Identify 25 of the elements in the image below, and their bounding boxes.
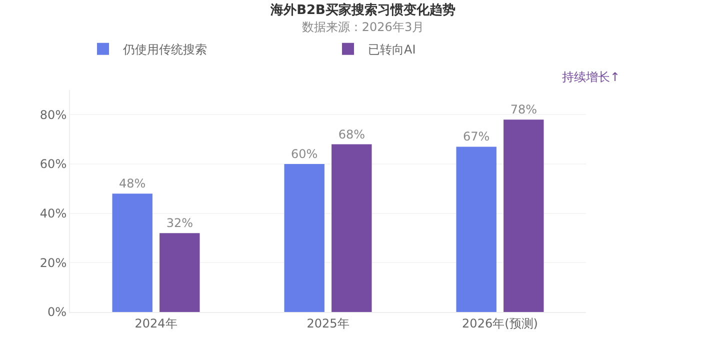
bar xyxy=(112,194,152,312)
chart-title: 海外B2B买家搜索习惯变化趋势 xyxy=(270,2,456,18)
data-label: 78% xyxy=(510,102,537,117)
bar xyxy=(284,164,324,312)
data-label: 32% xyxy=(166,216,193,230)
data-label: 60% xyxy=(291,147,318,161)
data-label: 48% xyxy=(119,176,146,191)
legend-label: 已转向AI xyxy=(368,42,416,57)
legend-label: 仍使用传统搜索 xyxy=(122,42,207,57)
bar xyxy=(332,144,372,312)
x-tick-label: 2025年 xyxy=(306,316,350,330)
y-tick-label: 80% xyxy=(40,108,67,122)
bar xyxy=(504,120,544,312)
y-tick-label: 60% xyxy=(40,157,67,172)
y-tick-label: 20% xyxy=(40,256,67,270)
y-tick-label: 40% xyxy=(40,206,67,221)
x-tick-label: 2024年 xyxy=(134,316,178,330)
bar xyxy=(456,146,496,312)
text: 持续增长↑ xyxy=(562,70,620,84)
data-label: 67% xyxy=(463,130,490,144)
y-tick-label: 0% xyxy=(48,305,67,320)
bar xyxy=(160,233,200,312)
chart-subtitle: 数据来源：2026年3月 xyxy=(302,20,424,34)
data-label: 68% xyxy=(338,127,365,142)
x-tick-label: 2026年(预测) xyxy=(462,316,538,330)
